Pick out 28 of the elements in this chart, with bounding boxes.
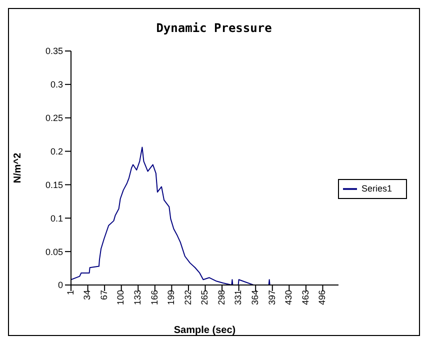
y-tick-label: 0.25: [45, 113, 63, 124]
x-tick-label: 298: [216, 290, 226, 306]
x-tick-label: 199: [166, 290, 176, 306]
x-tick-label: 133: [132, 290, 143, 306]
x-tick-label: 1: [65, 290, 76, 296]
y-tick-label: 0.2: [50, 146, 63, 156]
x-axis-title: Sample (sec): [174, 325, 236, 336]
x-tick-label: 34: [82, 290, 92, 300]
x-tick-label: 463: [300, 290, 310, 306]
x-tick-label: 265: [200, 290, 210, 306]
y-tick-label: 0.35: [45, 46, 63, 56]
x-tick-label: 430: [284, 290, 294, 306]
x-tick-label: 67: [98, 290, 109, 300]
x-tick-label: 397: [266, 290, 277, 306]
legend-label: Series1: [361, 183, 392, 194]
x-tick-label: 232: [182, 290, 193, 306]
y-tick-label: 0.3: [50, 80, 63, 90]
x-tick-label: 100: [116, 290, 126, 306]
x-tick-label: 496: [317, 290, 328, 306]
y-axis-title: N/m^2: [12, 152, 24, 184]
chart-title: Dynamic Pressure: [155, 20, 273, 37]
y-tick-label: 0.15: [45, 180, 63, 190]
x-tick-label: 166: [149, 290, 160, 306]
x-tick-label: 331: [233, 290, 244, 306]
y-tick-label: 0.1: [50, 213, 63, 224]
y-tick-label: 0: [58, 280, 63, 290]
y-tick-label: 0.05: [45, 246, 63, 257]
x-tick-label: 364: [250, 290, 260, 306]
